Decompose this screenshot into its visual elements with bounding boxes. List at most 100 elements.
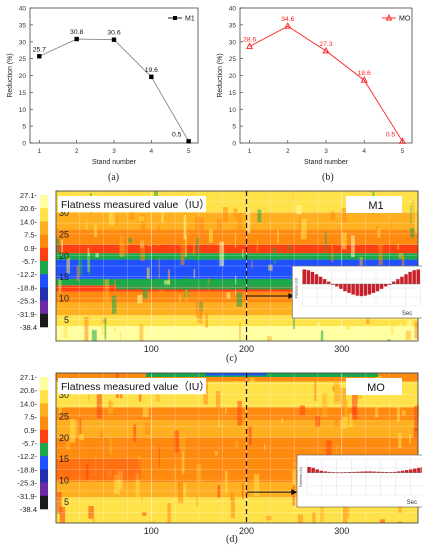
- heatmap-streak: [158, 258, 160, 279]
- caption-c: (c): [226, 353, 238, 364]
- heatmap-band: [56, 315, 418, 326]
- inset-bar: [348, 472, 352, 473]
- heatmap-streak: [251, 260, 253, 268]
- colorbar-swatch: [40, 300, 48, 315]
- inset-bar: [396, 471, 401, 473]
- data-label: 0.5: [172, 131, 182, 138]
- colorbar-swatch: [40, 377, 48, 391]
- title-box: [58, 378, 206, 394]
- heatmap-streak: [230, 497, 235, 519]
- inset-bar: [347, 284, 351, 293]
- heatmap-band: [56, 420, 418, 438]
- heatmap-band: [56, 278, 418, 286]
- inset-bar: [351, 284, 355, 295]
- heatmap-streak: [63, 315, 68, 339]
- y-tick-label: 20: [59, 433, 69, 443]
- y-tick-label: 5: [64, 315, 69, 325]
- x-tick-label: 2: [75, 148, 79, 155]
- colorbar-label: -38.4: [20, 505, 37, 514]
- heatmap-streak: [76, 265, 79, 282]
- heatmap-streak: [104, 317, 107, 340]
- heatmap-streak: [226, 292, 231, 299]
- heatmap-streak: [184, 235, 187, 257]
- heatmap-streak: [185, 289, 189, 313]
- heatmap-streak: [330, 211, 335, 221]
- heatmap-streak: [180, 429, 186, 451]
- data-point: [360, 76, 368, 83]
- inset-bar: [396, 279, 400, 284]
- caption-b: (b): [322, 172, 334, 183]
- data-label: 34.6: [281, 16, 294, 23]
- heatmap-streak: [414, 405, 418, 431]
- inset-bar: [311, 467, 315, 473]
- y-tick-label: 25: [229, 56, 237, 63]
- heatmap-streak: [240, 416, 244, 426]
- inset-bar: [359, 284, 363, 297]
- heatmap-streak: [283, 412, 287, 421]
- inset-bar: [314, 274, 319, 284]
- heatmap-streak: [113, 474, 120, 495]
- heatmap-streak: [158, 289, 164, 296]
- inset-bar: [371, 284, 376, 293]
- colorbar-swatch: [40, 416, 48, 431]
- colorbar-swatch: [40, 403, 48, 417]
- inset-bar: [384, 472, 389, 473]
- heatmap-streak: [85, 464, 89, 481]
- heatmap-streak: [257, 209, 262, 223]
- series-line: [249, 25, 403, 142]
- data-label: 0.5: [386, 131, 396, 138]
- heatmap-streak: [108, 203, 115, 226]
- heatmap-edge: [206, 373, 266, 376]
- heatmap-streak: [199, 217, 205, 230]
- heatmap-streak: [119, 331, 122, 341]
- inset-bar: [343, 284, 347, 292]
- colorbar-swatch: [40, 313, 48, 328]
- inset-bar: [413, 468, 417, 473]
- colorbar-swatch: [40, 429, 48, 444]
- heatmap-streak: [114, 279, 116, 291]
- colorbar-label: -5.7-: [22, 439, 38, 448]
- x-tick-label: 3: [324, 148, 328, 155]
- colorbar-swatch: [40, 469, 48, 483]
- heatmap-streak: [225, 397, 227, 414]
- inset-bar: [364, 471, 368, 473]
- inset-bar: [376, 471, 380, 473]
- heatmap-streak: [86, 218, 88, 230]
- colorbar-label: -31.9-: [17, 310, 37, 319]
- heatmap-streak: [84, 317, 89, 341]
- heatmap-streak: [194, 216, 200, 239]
- heatmap-streak: [116, 284, 418, 290]
- heatmap-streak: [205, 313, 208, 328]
- heatmap-streak: [401, 256, 405, 272]
- inset-bar: [363, 284, 368, 296]
- inset-bar: [416, 269, 420, 284]
- x-tick-label: 100: [144, 526, 159, 536]
- chart-m1-reduction: 0 5 10 15 20 25 30 35 40 1 2 3 4 5 Stand number Reducti…: [7, 6, 199, 166]
- colorbar-label: -12.2-: [17, 452, 37, 461]
- heatmap-streak: [77, 259, 83, 276]
- heatmap-band: [56, 253, 418, 260]
- heatmap-streak: [149, 520, 156, 523]
- y-tick-label: 25: [19, 56, 27, 63]
- inset-bar: [307, 467, 311, 473]
- heatmap-streak: [237, 401, 242, 426]
- heatmap-streak: [102, 318, 107, 324]
- inset-x-label: Sec: [402, 311, 412, 317]
- data-point: [398, 137, 407, 144]
- heatmap-streak: [58, 390, 62, 415]
- heatmap-streak: [414, 214, 419, 234]
- heatmap-streak: [245, 426, 249, 445]
- heatmap-streak: [390, 320, 394, 335]
- data-label: 19.6: [145, 67, 158, 74]
- heatmap-streak: [137, 294, 143, 304]
- y-tick-label: 10: [229, 107, 237, 114]
- x-tick-label: 4: [362, 148, 366, 155]
- heatmap-streak: [66, 433, 70, 451]
- heatmap-streak: [273, 247, 277, 264]
- heatmap-streak: [174, 430, 179, 453]
- x-tick-label: 2: [286, 148, 290, 155]
- tag-box: [346, 196, 402, 213]
- y-tick-label: 20: [229, 73, 237, 80]
- heatmap-streak: [59, 452, 65, 473]
- y-tick-label: 10: [59, 294, 69, 304]
